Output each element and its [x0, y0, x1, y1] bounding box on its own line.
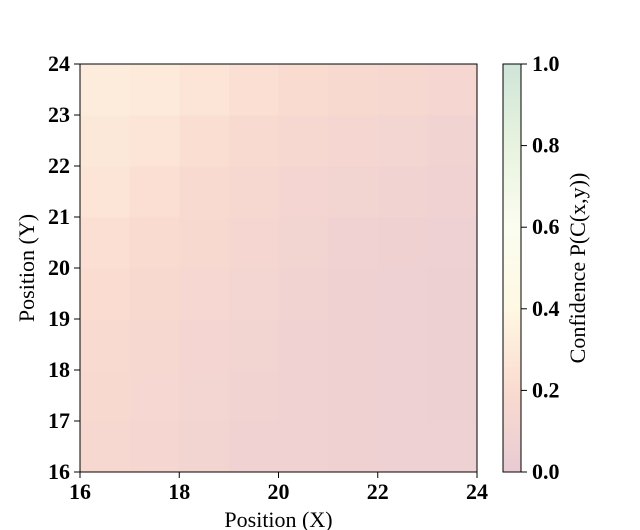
- heatmap-cell: [80, 64, 131, 116]
- heatmap-cell: [377, 268, 428, 320]
- heatmap-cell: [129, 268, 180, 320]
- heatmap-cell: [228, 64, 279, 116]
- heatmap-cell: [179, 268, 230, 320]
- heatmap-cell: [129, 64, 180, 116]
- y-axis: 16 17 18 19 20 21 22 23 24: [48, 51, 80, 484]
- x-axis: 16 18 20 22 24: [69, 472, 488, 504]
- x-axis-label: Position (X): [224, 507, 332, 530]
- heatmap-cell: [129, 166, 180, 218]
- heatmap-cell: [328, 166, 379, 218]
- y-tick-label: 17: [48, 408, 70, 433]
- y-tick-label: 21: [48, 204, 70, 229]
- heatmap-cell: [278, 319, 329, 371]
- heatmap-cell: [377, 166, 428, 218]
- heatmap-cell: [427, 115, 478, 167]
- y-tick-label: 23: [48, 102, 70, 127]
- heatmap-cell: [328, 319, 379, 371]
- heatmap-cell: [328, 268, 379, 320]
- heatmap-cell: [427, 64, 478, 116]
- heatmap-cell: [228, 217, 279, 269]
- heatmap-cell: [129, 370, 180, 422]
- colorbar-tick-label: 1.0: [532, 51, 560, 76]
- heatmap-cell: [328, 115, 379, 167]
- heatmap-cell: [228, 166, 279, 218]
- heatmap-cell: [427, 166, 478, 218]
- heatmap-cell: [377, 421, 428, 473]
- heatmap-cell: [427, 370, 478, 422]
- heatmap-cell: [278, 115, 329, 167]
- y-tick-label: 16: [48, 459, 70, 484]
- heatmap-cell: [427, 421, 478, 473]
- x-tick-label: 22: [367, 479, 389, 504]
- heatmap-cell: [179, 166, 230, 218]
- heatmap-cell: [80, 115, 131, 167]
- colorbar: [502, 63, 522, 473]
- heatmap-cell: [427, 268, 478, 320]
- heatmap-cell: [278, 268, 329, 320]
- heatmap-cell: [328, 370, 379, 422]
- heatmap-cell: [377, 64, 428, 116]
- colorbar-tick-label: 0.8: [532, 133, 560, 158]
- heatmap-cell: [80, 370, 131, 422]
- colorbar-label: Confidence P(C(x,y)): [565, 173, 590, 364]
- heatmap-cell: [129, 319, 180, 371]
- heatmap-cell: [228, 421, 279, 473]
- heatmap-cell: [129, 421, 180, 473]
- heatmap-cell: [427, 217, 478, 269]
- heatmap-cell: [228, 115, 279, 167]
- colorbar-tick-label: 0.0: [532, 459, 560, 484]
- y-tick-label: 18: [48, 357, 70, 382]
- heatmap-cell: [80, 421, 131, 473]
- x-tick-label: 18: [168, 479, 190, 504]
- y-tick-label: 24: [48, 51, 70, 76]
- heatmap-cell: [179, 370, 230, 422]
- heatmap-cell: [228, 268, 279, 320]
- heatmap-cell: [129, 217, 180, 269]
- colorbar-tick-label: 0.6: [532, 214, 560, 239]
- heatmap-cell: [278, 166, 329, 218]
- heatmap-cell: [377, 370, 428, 422]
- heatmap-cell: [328, 64, 379, 116]
- heatmap-cell: [328, 421, 379, 473]
- colorbar-tick-label: 0.2: [532, 377, 560, 402]
- heatmap-cell: [328, 217, 379, 269]
- y-tick-label: 20: [48, 255, 70, 280]
- y-tick-label: 19: [48, 306, 70, 331]
- heatmap-cell: [228, 370, 279, 422]
- colorbar-axis: 0.0 0.2 0.4 0.6 0.8 1.0: [521, 51, 560, 484]
- heatmap-cell: [228, 319, 279, 371]
- heatmap-cell: [377, 217, 428, 269]
- heatmap-cell: [179, 421, 230, 473]
- heatmap-cell: [377, 319, 428, 371]
- heatmap-cell: [80, 268, 131, 320]
- heatmap-cell: [80, 217, 131, 269]
- heatmap-cell: [278, 64, 329, 116]
- heatmap-cell: [278, 421, 329, 473]
- heatmap-cell: [179, 217, 230, 269]
- x-tick-label: 20: [268, 479, 290, 504]
- heatmap-cell: [179, 319, 230, 371]
- x-tick-label: 16: [69, 479, 91, 504]
- y-tick-label: 22: [48, 153, 70, 178]
- heatmap-cell: [80, 166, 131, 218]
- heatmap-cell: [179, 64, 230, 116]
- heatmap-cell: [129, 115, 180, 167]
- heatmap-cells: [80, 64, 478, 473]
- heatmap-cell: [278, 217, 329, 269]
- y-axis-label: Position (Y): [14, 214, 39, 322]
- colorbar-tick-label: 0.4: [532, 296, 560, 321]
- heatmap-cell: [427, 319, 478, 371]
- heatmap-cell: [278, 370, 329, 422]
- heatmap-cell: [377, 115, 428, 167]
- heatmap-cell: [179, 115, 230, 167]
- x-tick-label: 24: [466, 479, 488, 504]
- heatmap-cell: [80, 319, 131, 371]
